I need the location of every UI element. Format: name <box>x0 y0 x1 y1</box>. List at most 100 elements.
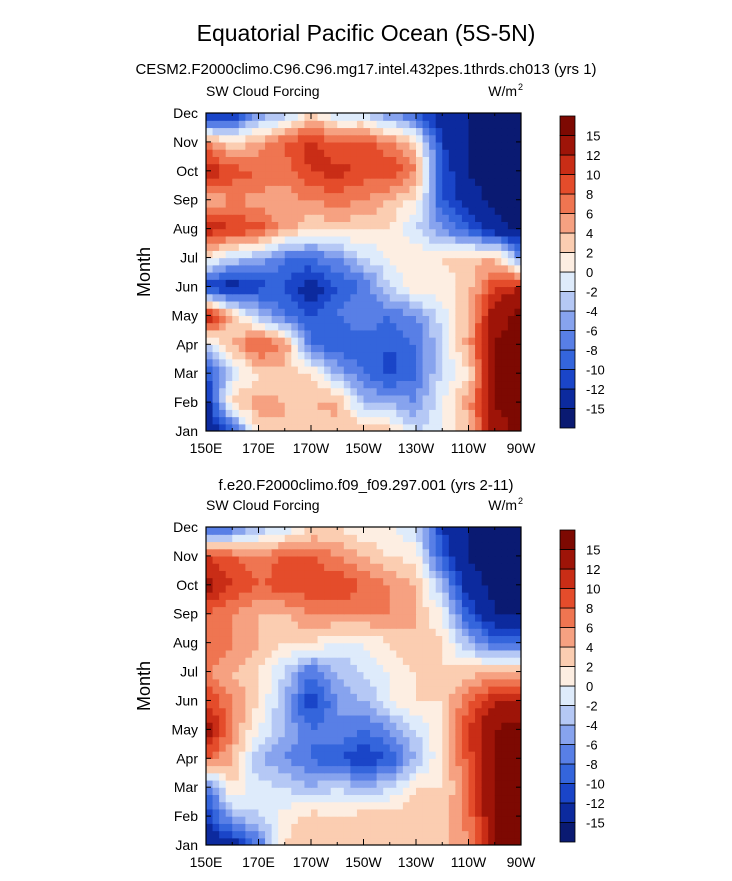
heatmap-cell <box>396 751 404 759</box>
heatmap-cell <box>245 751 253 759</box>
heatmap-cell <box>429 156 437 165</box>
heatmap-cell <box>494 344 502 353</box>
heatmap-cell <box>278 845 285 853</box>
heatmap-cell <box>212 787 220 796</box>
heatmap-cell <box>521 541 528 549</box>
heatmap-cell <box>370 743 378 752</box>
heatmap-cell <box>265 577 273 586</box>
heatmap-cell <box>461 693 470 702</box>
heatmap-cell <box>461 584 470 593</box>
heatmap-cell <box>297 344 306 353</box>
heatmap-cell <box>396 235 404 244</box>
heatmap-cell <box>337 779 345 788</box>
heatmap-cell <box>212 250 220 259</box>
heatmap-cell <box>331 438 338 446</box>
heatmap-cell <box>514 830 521 839</box>
heatmap-cell <box>297 279 306 288</box>
heatmap-cell <box>389 337 397 345</box>
heatmap-cell <box>376 808 384 817</box>
heatmap-cell <box>501 751 509 759</box>
heatmap-cell <box>291 801 299 810</box>
heatmap-cell <box>297 555 306 564</box>
heatmap-cell <box>481 243 489 251</box>
heatmap-cell <box>396 620 404 629</box>
heatmap-cell <box>409 787 417 796</box>
heatmap-cell <box>448 141 456 150</box>
heatmap-cell <box>291 113 299 121</box>
heatmap-cell <box>442 300 450 309</box>
y-tick-label: Jul <box>180 250 198 266</box>
heatmap-cell <box>495 431 502 439</box>
heatmap-cell <box>389 678 397 687</box>
heatmap-cell <box>435 351 443 360</box>
heatmap-cell <box>455 787 463 796</box>
heatmap-cell <box>481 365 489 374</box>
heatmap-cell <box>291 373 299 382</box>
heatmap-cell <box>238 235 246 244</box>
heatmap-cell <box>317 416 325 425</box>
heatmap-cell <box>317 714 325 723</box>
heatmap-cell <box>324 315 332 324</box>
heatmap-cell <box>429 620 437 629</box>
heatmap-cell <box>271 729 279 738</box>
heatmap-cell <box>232 199 240 208</box>
heatmap-cell <box>251 365 260 374</box>
heatmap-cell <box>370 141 378 150</box>
heatmap-cell <box>232 649 240 658</box>
heatmap-cell <box>481 380 489 389</box>
heatmap-cell <box>343 700 351 709</box>
heatmap-cell <box>514 563 521 571</box>
heatmap-cell <box>383 192 391 201</box>
heatmap-cell <box>343 178 351 186</box>
heatmap-cell <box>324 221 332 230</box>
heatmap-cell <box>455 243 463 251</box>
heatmap-cell <box>297 235 306 244</box>
heatmap-cell <box>442 794 450 803</box>
heatmap-cell <box>442 722 450 730</box>
heatmap-cell <box>416 700 424 709</box>
heatmap-cell <box>311 555 319 564</box>
heatmap-cell <box>409 206 417 215</box>
heatmap-cell <box>494 257 502 266</box>
heatmap-cell <box>376 736 384 745</box>
heatmap-cell <box>219 816 227 824</box>
heatmap-cell <box>206 808 214 817</box>
heatmap-cell <box>429 845 436 853</box>
heatmap-cell <box>449 99 456 107</box>
heatmap-cell <box>317 149 325 157</box>
heatmap-cell <box>265 394 273 403</box>
heatmap-cell <box>271 402 279 410</box>
heatmap-cell <box>193 178 200 186</box>
heatmap-cell <box>389 409 397 418</box>
heatmap-cell <box>376 686 384 694</box>
heatmap-cell <box>370 693 378 702</box>
heatmap-cell <box>442 823 450 832</box>
heatmap-cell <box>226 99 233 107</box>
heatmap-cell <box>232 700 240 709</box>
heatmap-cell <box>324 322 332 331</box>
heatmap-cell <box>416 548 424 557</box>
heatmap-cell <box>521 388 528 396</box>
heatmap-cell <box>481 772 489 781</box>
heatmap-cell <box>212 344 220 353</box>
heatmap-cell <box>225 599 233 608</box>
heatmap-cell <box>291 243 299 251</box>
heatmap-cell <box>343 380 351 389</box>
heatmap-cell <box>258 534 266 543</box>
heatmap-cell <box>278 373 286 382</box>
heatmap-cell <box>356 765 365 774</box>
heatmap-cell <box>291 592 299 600</box>
heatmap-cell <box>389 329 397 338</box>
heatmap-cell <box>442 743 450 752</box>
heatmap-cell <box>514 541 521 550</box>
heatmap-cell <box>219 555 227 564</box>
heatmap-cell <box>232 156 240 165</box>
heatmap-cell <box>422 779 430 788</box>
heatmap-cell <box>304 613 312 622</box>
heatmap-cell <box>311 664 319 673</box>
heatmap-cell <box>363 686 371 694</box>
heatmap-cell <box>488 380 496 389</box>
heatmap-cell <box>363 394 371 403</box>
heatmap-cell <box>330 163 338 172</box>
heatmap-cell <box>376 570 384 579</box>
